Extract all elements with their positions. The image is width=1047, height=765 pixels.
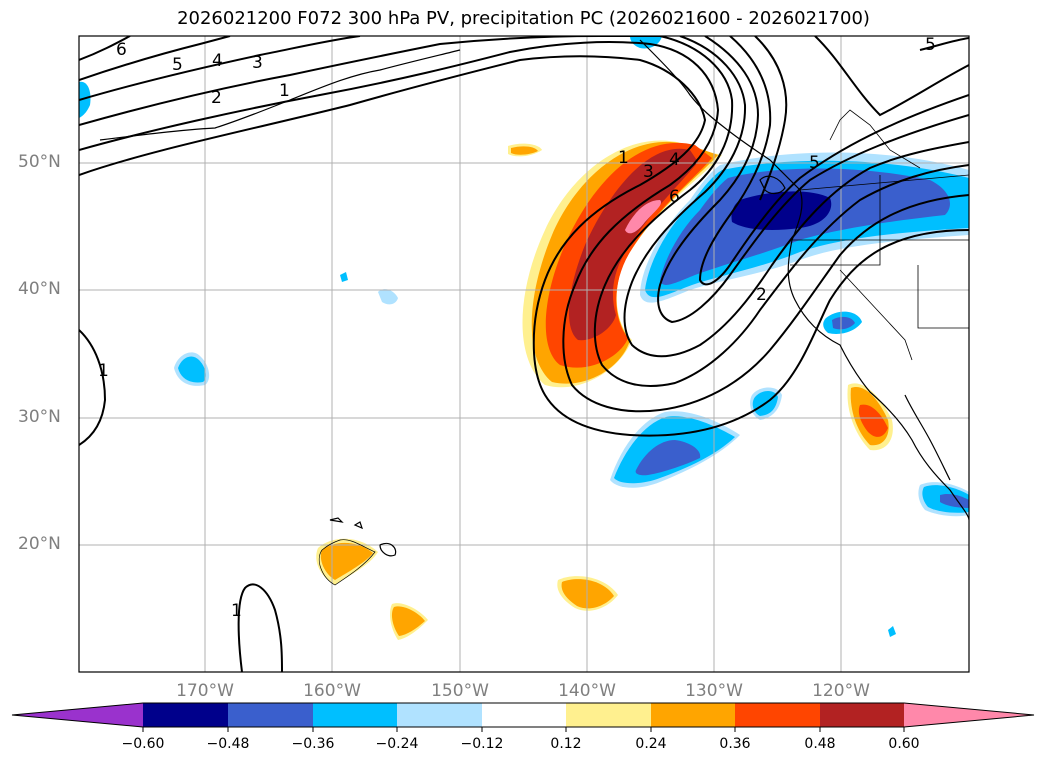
hawaii-contour [318, 539, 376, 586]
colorbar-segment [143, 703, 228, 727]
lon-label: 150°W [431, 681, 489, 701]
contour-label: 3 [643, 162, 654, 182]
hawaiian-islands [329, 517, 397, 557]
colorbar-tick-label: 0.12 [550, 736, 582, 752]
contour-label: 2 [211, 88, 222, 108]
contour-label: 6 [116, 40, 127, 60]
contour-label: 6 [669, 187, 680, 207]
contour-label: 1 [279, 81, 290, 101]
pv-contour-4 [79, 36, 969, 358]
ocean-background [79, 36, 969, 672]
colorbar-tick-label: 0.48 [804, 736, 836, 752]
colorbar [11, 702, 1035, 732]
california-border [839, 269, 913, 361]
precip-north-small [511, 146, 538, 155]
colorbar-tick-label: −0.48 [206, 736, 250, 752]
precip-neg-tiny [378, 289, 398, 305]
contour-label: 2 [756, 285, 767, 305]
precip-neg-nw [79, 81, 91, 118]
precip-neg-mexico-core [940, 493, 969, 508]
lat-label: 20°N [18, 534, 61, 554]
lon-label: 130°W [685, 681, 743, 701]
contour-label: 1 [231, 601, 242, 621]
canada-us-border [799, 174, 969, 191]
contour-label: 4 [669, 150, 680, 170]
contour-label: 5 [809, 153, 820, 173]
contour-label: 1 [618, 148, 629, 168]
precip-neg-south-core [635, 440, 701, 476]
map-frame [78, 35, 970, 673]
pv-contour-8 [919, 37, 969, 51]
lon-label: 120°W [812, 681, 870, 701]
arizona-border [917, 265, 969, 329]
contour-label: 5 [925, 35, 936, 55]
colorbar-extend-right [904, 703, 1034, 727]
colorbar-tick-label: −0.12 [460, 736, 504, 752]
colorbar-segment [735, 703, 820, 727]
lat-label: 50°N [18, 152, 61, 172]
contour-label: 1 [98, 361, 109, 381]
colorbar-segment [820, 703, 904, 727]
precip-max-pink [625, 200, 662, 234]
lon-label: 140°W [558, 681, 616, 701]
contour-label: 5 [172, 55, 183, 75]
map-title: 2026021200 F072 300 hPa PV, precipitatio… [177, 8, 870, 29]
pv-contour-3 [79, 36, 969, 387]
pv-contour-2 [79, 41, 969, 413]
colorbar-segment [313, 703, 397, 727]
gulf-of-california-coast [904, 394, 951, 481]
contour-label: 4 [212, 51, 223, 71]
precip-neg-dot-2 [888, 626, 896, 637]
contour-label-group: 6 5 4 3 2 1 1 3 4 6 2 5 5 1 1 [98, 35, 936, 621]
pv-contour-1 [79, 55, 969, 437]
canada-border [829, 109, 921, 169]
colorbar-tick-label: 0.24 [635, 736, 667, 752]
colorbar-tick-label: −0.60 [121, 736, 165, 752]
precip-south-hawaii [391, 606, 425, 636]
precip-negative-shading [79, 36, 969, 637]
pv-contour-south [237, 583, 283, 672]
colorbar-segment [566, 703, 651, 727]
pv-contour-west [79, 329, 107, 446]
pv-contour-5 [79, 36, 969, 324]
colorbar-tick-label: −0.24 [375, 736, 419, 752]
inland-border [790, 175, 881, 266]
colorbar-segment [651, 703, 735, 727]
colorbar-segment [228, 703, 313, 727]
precip-neg-west [178, 356, 206, 383]
lon-label: 160°W [303, 681, 361, 701]
colorbar-extend-left [12, 703, 143, 727]
contour-label: 3 [252, 53, 263, 73]
lat-label: 40°N [18, 279, 61, 299]
precip-hawaii [320, 542, 373, 580]
colorbar-segment [397, 703, 482, 727]
pv-contour-7 [754, 36, 969, 201]
precip-neg-california-core [832, 316, 855, 330]
precip-subtropic [561, 579, 614, 609]
pv-contour-6 [79, 36, 969, 286]
map-layers: 6 5 4 3 2 1 1 3 4 6 2 5 5 1 1 [79, 35, 969, 672]
colorbar-segment [482, 703, 566, 727]
colorbar-tick-label: 0.60 [888, 736, 920, 752]
precip-baja-core [858, 404, 888, 437]
colorbar-ticks [142, 727, 905, 732]
colorbar-tick-label: 0.36 [719, 736, 751, 752]
precip-neg-dot [340, 272, 348, 282]
colorbar-tick-label: −0.36 [291, 736, 335, 752]
lat-label: 30°N [18, 407, 61, 427]
lon-label: 170°W [176, 681, 234, 701]
pv-contours [79, 36, 969, 672]
